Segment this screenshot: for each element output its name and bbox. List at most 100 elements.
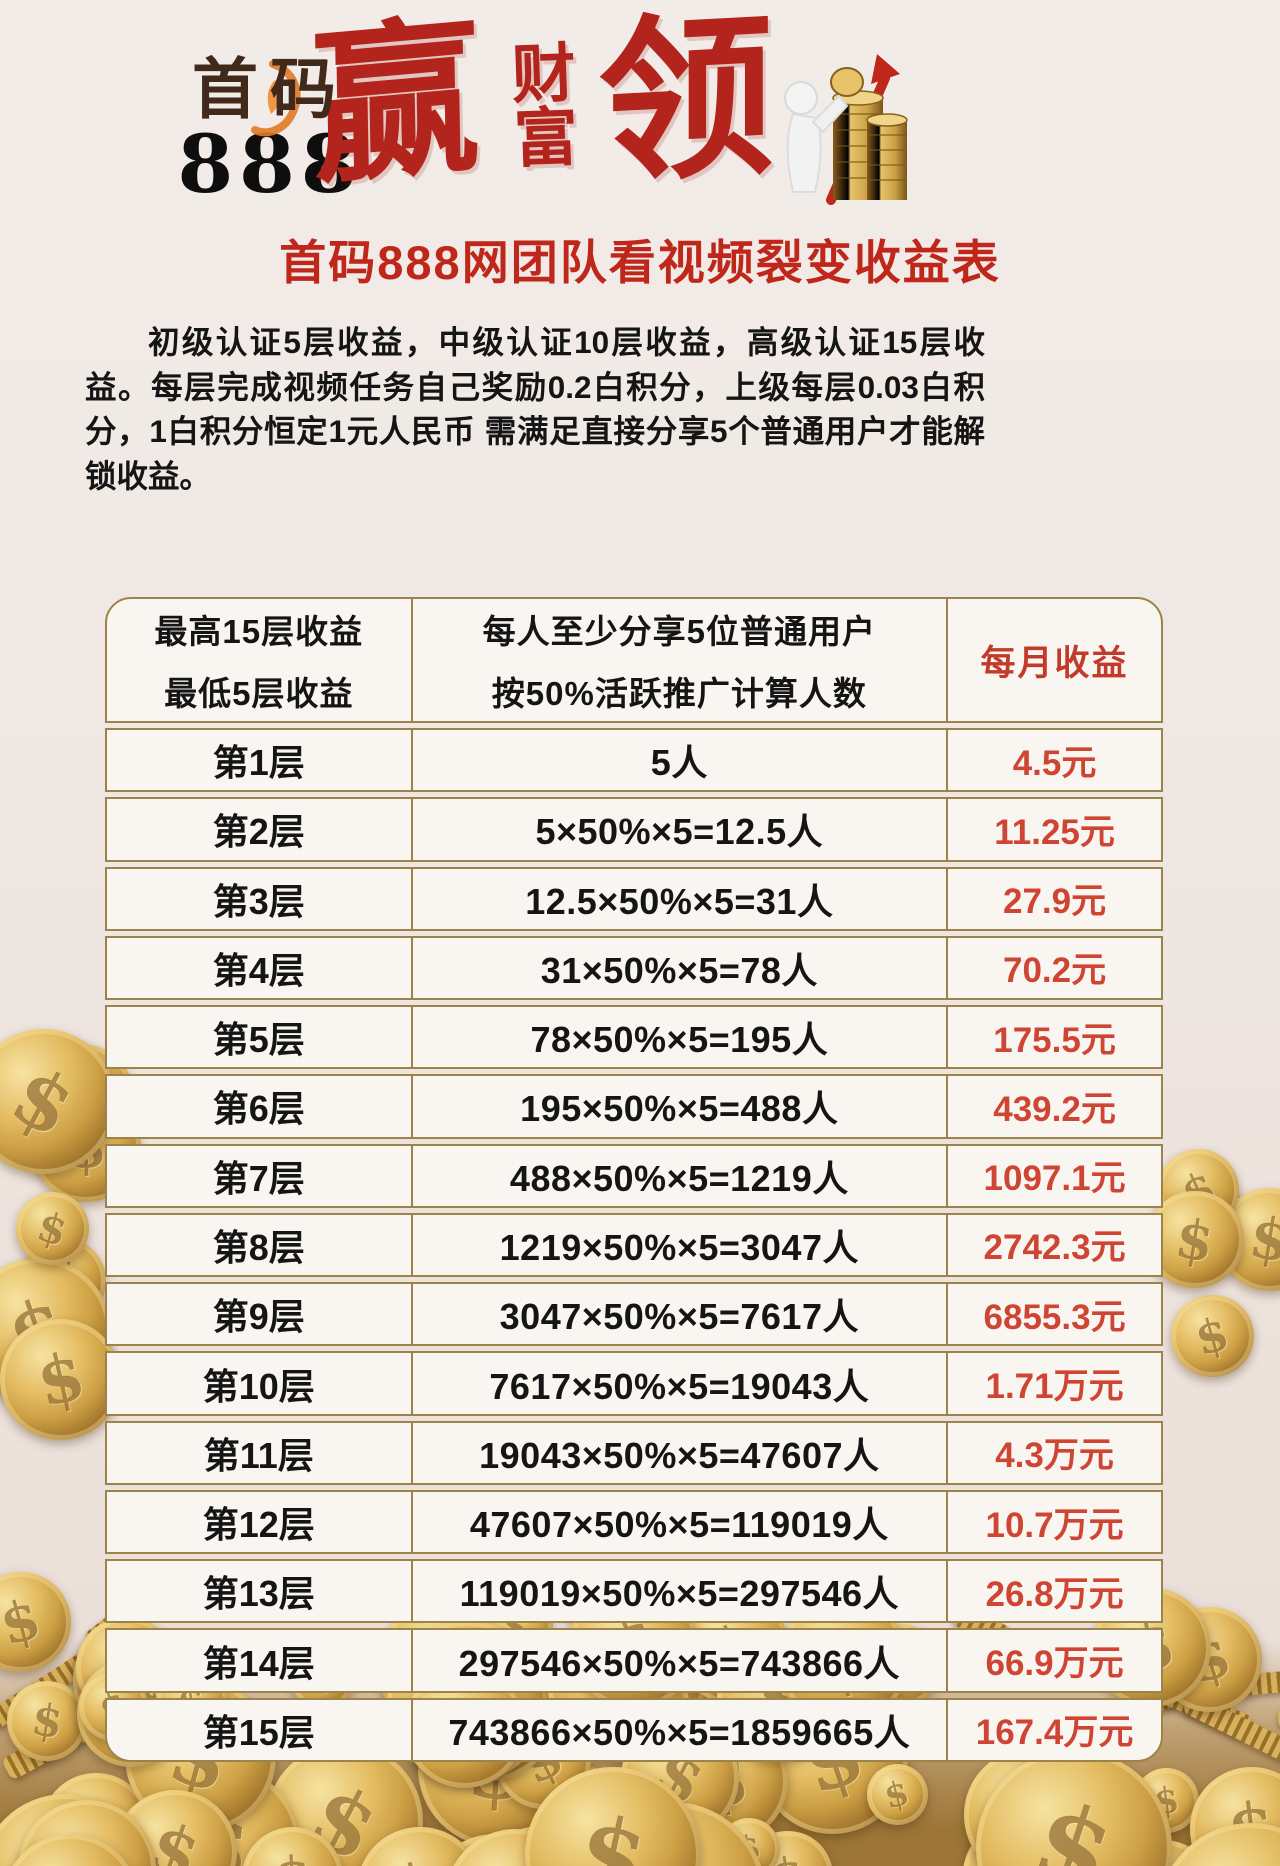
income-cell: 70.2元 [948, 938, 1161, 998]
figure-coin-stack-art [784, 54, 908, 205]
level-label: 第14层 [202, 1642, 315, 1684]
income-value: 439.2元 [993, 1089, 1116, 1129]
table-row: 第7层 488×50%×5=1219人 1097.1元 [105, 1143, 1163, 1208]
header-calc-line2: 按50%活跃推广计算人数 [491, 675, 867, 712]
level-cell: 第4层 [107, 938, 411, 998]
calc-formula: 7617×50%×5=19043人 [489, 1365, 870, 1407]
table-row: 第6层 195×50%×5=488人 439.2元 [105, 1074, 1163, 1139]
income-cell: 2742.3元 [948, 1215, 1161, 1275]
income-cell: 439.2元 [948, 1076, 1161, 1136]
table-row: 第10层 7617×50%×5=19043人 1.71万元 [105, 1351, 1163, 1416]
table-row: 第12层 47607×50%×5=119019人 10.7万元 [105, 1489, 1163, 1555]
coin-stack-icon [830, 67, 908, 200]
level-label: 第1层 [212, 742, 305, 784]
income-cell: 66.9万元 [948, 1630, 1161, 1690]
level-cell: 第10层 [107, 1353, 411, 1413]
table-row: 第5层 78×50%×5=195人 175.5元 [105, 1005, 1163, 1070]
income-cell: 6855.3元 [948, 1284, 1161, 1344]
level-cell: 第3层 [107, 869, 411, 929]
income-cell: 26.8万元 [948, 1561, 1161, 1621]
calc-formula: 195×50%×5=488人 [520, 1088, 839, 1130]
income-cell: 4.3万元 [948, 1423, 1161, 1483]
table-row: 第8层 1219×50%×5=3047人 2742.3元 [105, 1212, 1163, 1278]
calc-cell: 119019×50%×5=297546人 [410, 1561, 949, 1622]
income-value: 6855.3元 [983, 1297, 1126, 1337]
level-cell: 第13层 [107, 1561, 411, 1621]
level-cell: 第14层 [107, 1630, 411, 1690]
gold-coin: $ [0, 1319, 121, 1440]
income-value: 70.2元 [1002, 951, 1107, 991]
orange-swirl-icon [251, 60, 301, 137]
income-value: 2742.3元 [983, 1228, 1126, 1268]
gold-coin: $ [0, 1029, 116, 1174]
header-calc-line1: 每人至少分享5位普通用户 [482, 613, 876, 650]
level-label: 第11层 [203, 1434, 314, 1476]
level-cell: 第15层 [107, 1700, 411, 1760]
table-row: 第4层 31×50%×5=78人 70.2元 [105, 935, 1163, 1001]
level-cell: 第12层 [107, 1492, 411, 1552]
income-value: 11.25元 [994, 812, 1115, 852]
income-cell: 4.5元 [948, 730, 1161, 790]
income-cell: 175.5元 [948, 1007, 1161, 1067]
table-row: 第9层 3047×50%×5=7617人 6855.3元 [105, 1282, 1163, 1347]
calc-cell: 12.5×50%×5=31人 [410, 868, 949, 929]
gold-coin: $ [1171, 1294, 1254, 1378]
calc-cell: 31×50%×5=78人 [410, 937, 949, 999]
table-row: 第11层 19043×50%×5=47607人 4.3万元 [105, 1420, 1163, 1485]
table-header-row: 最高15层收益 最低5层收益 每人至少分享5位普通用户 按50%活跃推广计算人数… [105, 597, 1163, 723]
income-value: 27.9元 [1002, 882, 1107, 922]
brand-logo: 首码 888 [135, 56, 405, 204]
calc-formula: 297546×50%×5=743866人 [458, 1642, 901, 1684]
level-label: 第4层 [212, 949, 305, 991]
calc-cell: 1219×50%×5=3047人 [410, 1214, 949, 1276]
header-level-line1: 最高15层收益 [154, 613, 364, 650]
income-cell: 27.9元 [948, 869, 1161, 929]
income-value: 26.8万元 [985, 1574, 1124, 1614]
calc-formula: 5人 [650, 742, 708, 784]
level-label: 第7层 [212, 1157, 305, 1199]
level-label: 第9层 [212, 1296, 305, 1338]
header-income-label: 每月收益 [980, 643, 1129, 683]
income-cell: 11.25元 [948, 799, 1161, 859]
level-cell: 第2层 [107, 799, 411, 859]
calc-formula: 78×50%×5=195人 [530, 1019, 829, 1061]
income-value: 1097.1元 [983, 1159, 1126, 1199]
calc-cell: 297546×50%×5=743866人 [410, 1630, 949, 1691]
income-value: 1.71万元 [985, 1367, 1124, 1407]
logo-wordmark: 首码 [135, 56, 405, 137]
calc-cell: 7617×50%×5=19043人 [410, 1353, 949, 1414]
calc-formula: 119019×50%×5=297546人 [459, 1573, 900, 1615]
level-label: 第2层 [212, 811, 305, 853]
calc-cell: 5人 [410, 730, 949, 791]
calligraphy-wealth-chars: 财富 [499, 38, 580, 170]
table-row: 第3层 12.5×50%×5=31人 27.9元 [105, 866, 1163, 931]
level-cell: 第6层 [107, 1076, 411, 1136]
calc-formula: 19043×50%×5=47607人 [479, 1434, 880, 1476]
intro-paragraph: 初级认证5层收益，中级认证10层收益，高级认证15层收益。每层完成视频任务自己奖… [85, 324, 985, 495]
header-income-cell: 每月收益 [948, 599, 1161, 721]
gold-coin: $ [15, 1191, 90, 1266]
logo-char-1: 首 [192, 52, 270, 126]
calc-cell: 195×50%×5=488人 [410, 1076, 949, 1137]
income-value: 167.4万元 [975, 1713, 1134, 1753]
level-label: 第10层 [202, 1365, 315, 1407]
income-cell: 10.7万元 [948, 1492, 1161, 1552]
level-cell: 第1层 [107, 730, 411, 790]
calc-cell: 78×50%×5=195人 [410, 1007, 949, 1068]
calc-formula: 12.5×50%×5=31人 [525, 880, 834, 922]
table-row: 第1层 5人 4.5元 [105, 728, 1163, 793]
income-table: 最高15层收益 最低5层收益 每人至少分享5位普通用户 按50%活跃推广计算人数… [105, 597, 1163, 1762]
level-cell: 第7层 [107, 1146, 411, 1206]
level-label: 第3层 [212, 880, 305, 922]
income-value: 4.5元 [1012, 743, 1097, 783]
level-label: 第5层 [212, 1019, 305, 1061]
gold-coin: $ [866, 1763, 928, 1826]
calc-formula: 743866×50%×5=1859665人 [448, 1711, 911, 1753]
income-value: 66.9万元 [985, 1644, 1124, 1684]
table-row: 第13层 119019×50%×5=297546人 26.8万元 [105, 1559, 1163, 1624]
logo-char-2: 码 [270, 52, 348, 126]
level-cell: 第5层 [107, 1007, 411, 1067]
calc-formula: 47607×50%×5=119019人 [469, 1504, 889, 1546]
income-cell: 167.4万元 [948, 1700, 1161, 1760]
